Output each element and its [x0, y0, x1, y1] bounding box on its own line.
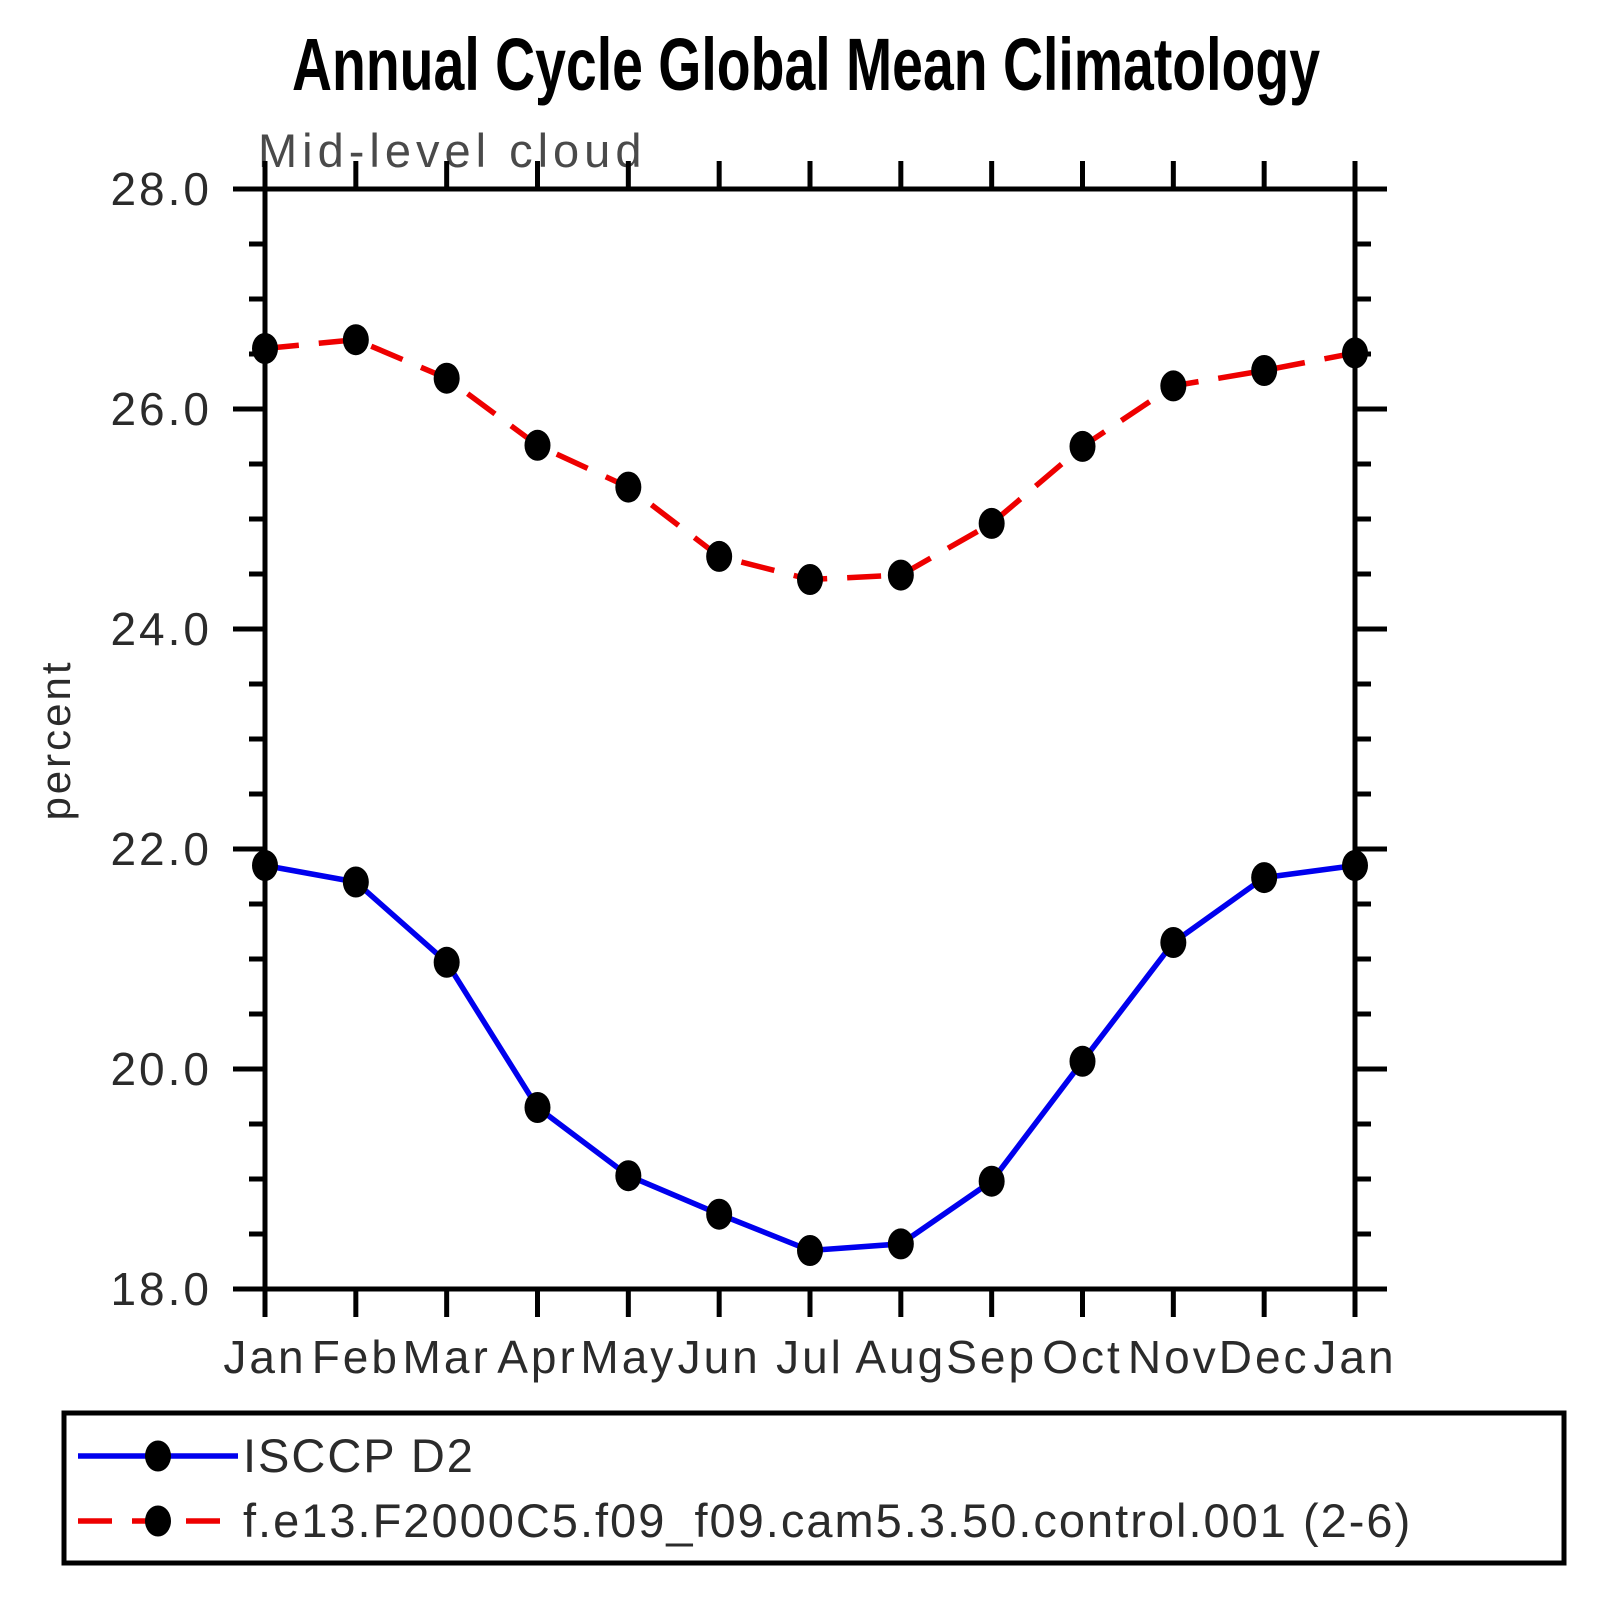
- y-tick-label-20.0: 20.0: [110, 1043, 212, 1095]
- month-label-3: Apr: [497, 1331, 578, 1383]
- data-point-series1-Jun-5: [706, 540, 733, 572]
- data-point-series0-Aug-7: [887, 1228, 914, 1260]
- data-point-series1-Mar-2: [433, 362, 460, 394]
- data-point-series0-Apr-3: [524, 1092, 551, 1123]
- data-point-series1-Feb-1: [342, 324, 369, 356]
- series-line-1: [264, 336, 1356, 583]
- data-point-series1-Nov-10: [1160, 370, 1187, 402]
- month-label-5: Jun: [678, 1331, 761, 1383]
- legend-marker-1: [145, 1505, 171, 1537]
- data-point-series1-Jul-6: [797, 564, 823, 595]
- data-point-series1-Jan-0: [252, 333, 278, 364]
- data-point-series1-May-4: [615, 471, 642, 503]
- month-label-8: Sep: [946, 1331, 1037, 1383]
- chart-subtitle: Mid-level cloud: [258, 124, 646, 177]
- legend-label-1: f.e13.F2000C5.f09_f09.cam5.3.50.control.…: [243, 1494, 1412, 1547]
- month-label-2: Mar: [403, 1331, 491, 1383]
- series-line-0: [264, 862, 1356, 1254]
- y-axis-title: percent: [32, 659, 79, 820]
- legend: ISCCP D2 f.e13.F2000C5.f09_f09.cam5.3.50.…: [61, 1410, 1567, 1566]
- y-tick-label-26.0: 26.0: [110, 383, 212, 435]
- month-label-10: Nov: [1128, 1331, 1219, 1383]
- y-tick-label-22.0: 22.0: [110, 823, 212, 875]
- data-point-series0-Jul-6: [797, 1235, 823, 1266]
- data-point-series0-Jun-5: [706, 1198, 733, 1230]
- month-label-6: Jul: [776, 1331, 844, 1383]
- data-point-series1-Apr-3: [524, 429, 551, 461]
- month-label-7: Aug: [855, 1331, 946, 1383]
- month-label-4: May: [580, 1331, 676, 1383]
- data-point-series1-Dec-11: [1251, 355, 1278, 386]
- month-label-1: Feb: [312, 1331, 400, 1383]
- data-point-series1-Oct-9: [1069, 430, 1096, 462]
- x-axis-ticks: [262, 161, 1358, 1317]
- month-label-12: Jan: [1313, 1331, 1396, 1383]
- data-point-series0-Oct-9: [1069, 1045, 1096, 1077]
- data-point-series1-Aug-7: [887, 559, 914, 591]
- y-tick-label-28.0: 28.0: [110, 163, 212, 215]
- data-point-series0-Mar-2: [433, 946, 460, 978]
- data-point-series0-Jan-12: [1342, 850, 1368, 881]
- y-axis-ticks: [233, 186, 1387, 1292]
- x-axis-month-labels: Jan Feb Mar Apr May Jun Jul Aug Sep Oct Nov Dec Jan: [223, 1331, 1396, 1383]
- data-point-series1-Jan-12: [1342, 337, 1368, 369]
- data-point-series0-Nov-10: [1160, 927, 1187, 958]
- month-label-11: Dec: [1219, 1331, 1310, 1383]
- plot-frame-rect: [262, 186, 1358, 1292]
- legend-label-0: ISCCP D2: [243, 1429, 475, 1482]
- y-tick-label-18.0: 18.0: [110, 1263, 212, 1315]
- data-point-series0-May-4: [615, 1160, 642, 1192]
- data-point-series0-Jan-0: [252, 850, 278, 881]
- data-series: [252, 324, 1368, 1266]
- plot-frame: [262, 186, 1358, 1292]
- chart-title: Annual Cycle Global Mean Climatology: [292, 23, 1320, 106]
- data-point-series1-Sep-8: [978, 507, 1005, 539]
- legend-marker-0: [145, 1440, 171, 1472]
- data-point-series0-Sep-8: [978, 1165, 1005, 1197]
- data-point-series0-Feb-1: [342, 866, 369, 898]
- month-label-0: Jan: [223, 1331, 306, 1383]
- data-point-series0-Dec-11: [1251, 862, 1278, 894]
- month-label-9: Oct: [1042, 1331, 1123, 1383]
- y-axis-labels: 18.0 20.0 22.0 24.0 26.0 28.0: [110, 163, 212, 1315]
- y-tick-label-24.0: 24.0: [110, 603, 212, 655]
- legend-box: [61, 1410, 1567, 1566]
